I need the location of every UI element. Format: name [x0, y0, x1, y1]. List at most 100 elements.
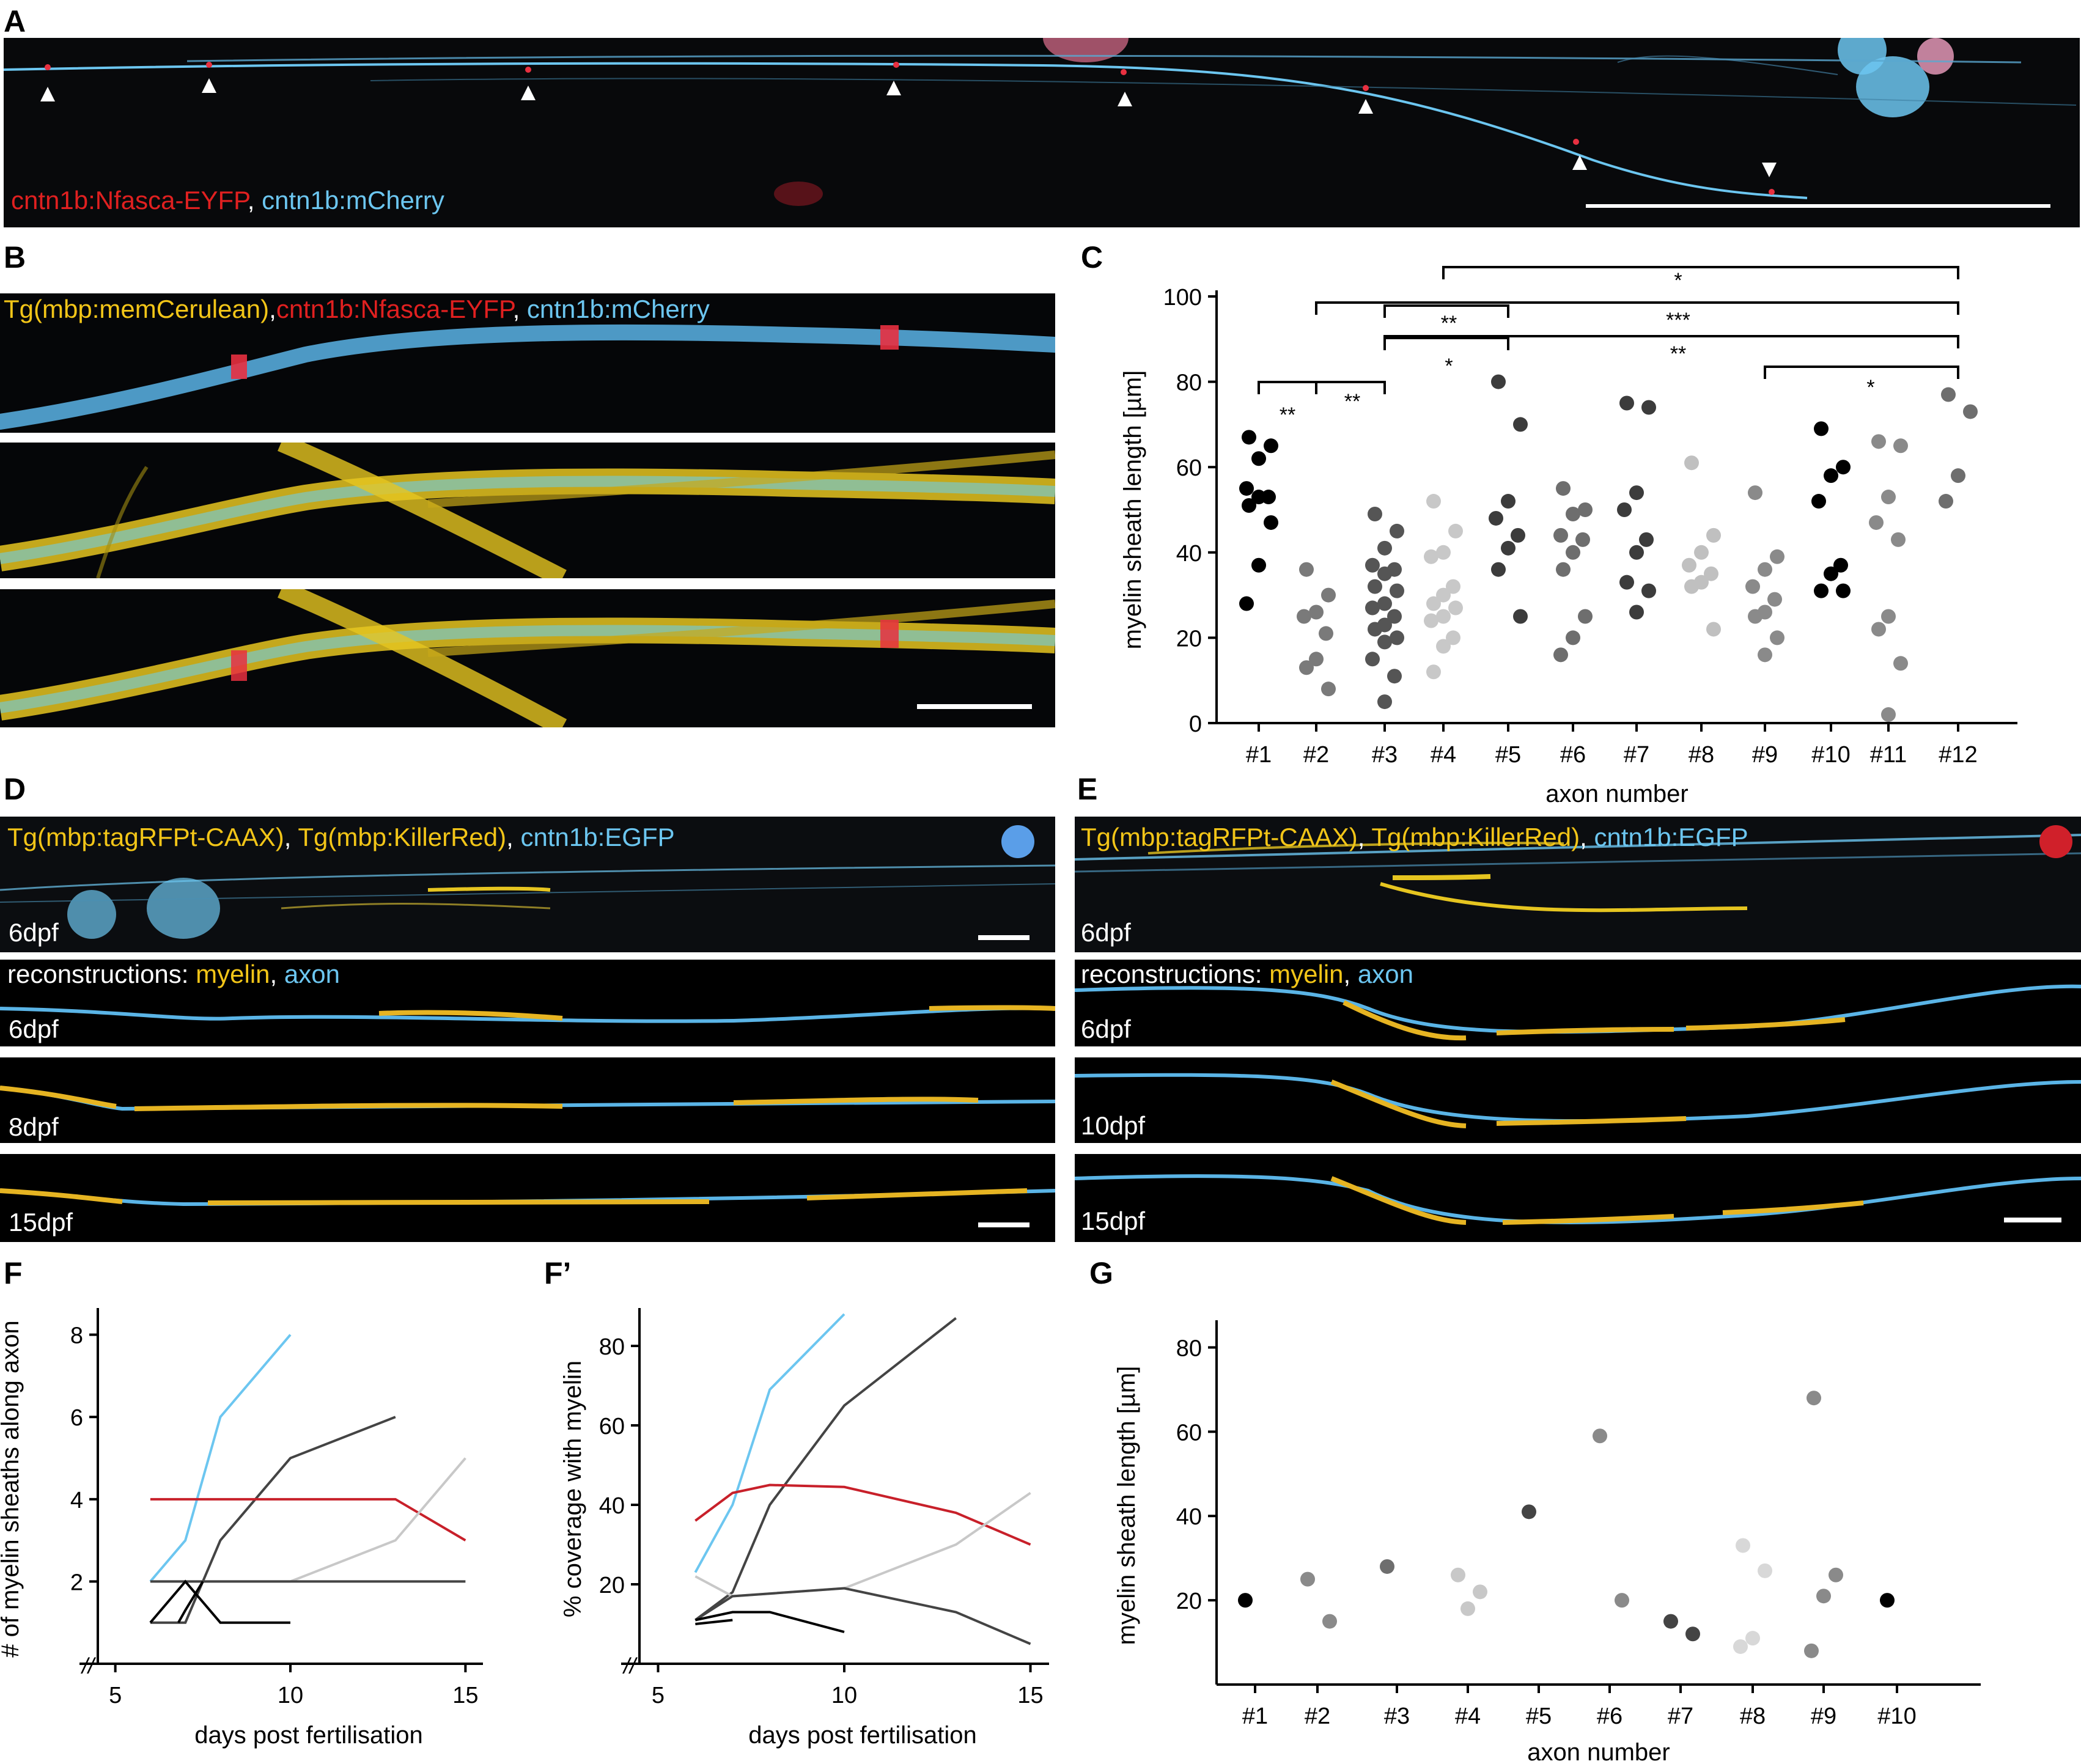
data-point-C [1261, 490, 1276, 505]
reconstruction-e-1: reconstructions: myelin, axon 6dpf [1075, 960, 2081, 1046]
y-tick-label-C: 80 [1176, 370, 1202, 396]
x-tick-label-C: #2 [1303, 742, 1329, 768]
reconstruction-e-1-drawing [1075, 984, 2081, 1041]
series-line-F2 [695, 1619, 733, 1625]
x-tick-label-G: #8 [1740, 1703, 1766, 1729]
marker-dot-blue [1001, 825, 1034, 858]
x-tick-label-G: #9 [1811, 1703, 1836, 1729]
age-label-e-2: 10dpf [1081, 1111, 1146, 1140]
significance-bracket [1764, 366, 1959, 379]
data-point-C [1321, 587, 1336, 603]
age-label-e-3: 15dpf [1081, 1207, 1146, 1235]
x-tick-label-G: #10 [1877, 1703, 1916, 1729]
series-line-F [150, 1457, 466, 1583]
data-point-C [1706, 622, 1721, 637]
data-point-C [1436, 639, 1451, 654]
x-tick-label-C: #6 [1560, 742, 1586, 768]
caption-b: Tg(mbp:memCerulean),cntn1b:Nfasca-EYFP, … [4, 295, 710, 324]
data-point-C [1641, 583, 1656, 598]
x-tick-label-C: #3 [1372, 742, 1398, 768]
series-line-F [150, 1416, 396, 1624]
caption-b-red: cntn1b:Nfasca-EYFP [276, 295, 513, 323]
significance-label: ** [1441, 312, 1457, 335]
significance-label: ** [1344, 390, 1360, 413]
data-point-C [1881, 609, 1896, 624]
x-tick-label-G: #5 [1526, 1703, 1552, 1729]
significance-label: *** [1666, 309, 1690, 332]
significance-bracket [1442, 266, 1959, 279]
data-point-C [1299, 562, 1314, 577]
panel-label-b: B [4, 240, 26, 274]
x-tick-label-F2: 15 [1017, 1683, 1043, 1708]
x-axis-label-G: axon number [1527, 1739, 1670, 1764]
data-point-C [1390, 630, 1404, 645]
data-point-C [1365, 652, 1380, 667]
data-point-C [1963, 404, 1978, 419]
data-point-C [1501, 494, 1516, 509]
data-point-G [1451, 1567, 1465, 1582]
data-point-C [1619, 575, 1634, 590]
micrograph-a-drawing [4, 38, 2077, 208]
data-point-C [1377, 596, 1392, 611]
x-tick-label-F2: 5 [652, 1683, 665, 1708]
y-tick-label-C: 100 [1163, 285, 1202, 311]
data-point-C [1426, 664, 1441, 680]
micrograph-b-top: Tg(mbp:memCerulean),cntn1b:Nfasca-EYFP, … [0, 293, 1055, 433]
micrograph-e-top: Tg(mbp:tagRFPt-CAAX), Tg(mbp:KillerRed),… [1075, 817, 2081, 952]
data-point-C [1446, 579, 1460, 594]
panel-label-c: C [1081, 240, 1103, 274]
data-point-C [1239, 596, 1254, 611]
y-tick-label-F2: 60 [599, 1414, 625, 1439]
data-point-G [1460, 1601, 1475, 1616]
series-line-F2 [694, 1491, 1031, 1598]
data-point-C [1578, 609, 1593, 624]
x-tick-label-C: #5 [1495, 742, 1521, 768]
data-point-C [1629, 605, 1644, 620]
data-point-G [1663, 1614, 1678, 1629]
data-point-C [1578, 502, 1593, 517]
data-point-C [1566, 506, 1580, 521]
data-point-C [1893, 656, 1908, 671]
data-point-C [1836, 460, 1851, 475]
data-point-C [1758, 605, 1772, 620]
age-label-e-top: 6dpf [1081, 918, 1131, 947]
data-point-G [1829, 1567, 1843, 1582]
series-line-F2 [694, 1611, 845, 1633]
data-point-C [1365, 600, 1380, 616]
series-line-F [150, 1498, 466, 1542]
recon-legend-e-sep: , [1343, 960, 1358, 988]
micrograph-b-middle [0, 443, 1055, 578]
data-point-C [1553, 527, 1568, 543]
data-point-C [1299, 660, 1314, 675]
caption-e-sep2: , [1580, 823, 1594, 851]
y-tick-label-C: 60 [1176, 455, 1202, 481]
data-point-C [1424, 549, 1438, 564]
data-point-C [1833, 557, 1848, 573]
recon-legend-d: reconstructions: myelin, axon [7, 960, 340, 989]
y-tick-label-F2: 40 [599, 1493, 625, 1519]
data-point-C [1321, 682, 1336, 697]
micrograph-b-middle-drawing [0, 443, 1055, 578]
x-tick-label-C: #1 [1246, 742, 1272, 768]
caption-d-sep1: , [284, 823, 298, 851]
data-point-C [1629, 485, 1644, 501]
significance-bracket [1383, 304, 1509, 318]
data-point-C [1309, 652, 1324, 667]
recon-legend-d-prefix: reconstructions: [7, 960, 196, 988]
data-point-C [1881, 707, 1896, 722]
data-point-G [1322, 1614, 1337, 1629]
data-point-C [1377, 566, 1392, 581]
micrograph-d-top: Tg(mbp:tagRFPt-CAAX), Tg(mbp:KillerRed),… [0, 817, 1055, 952]
data-point-C [1641, 400, 1656, 415]
micrograph-b-bottom [0, 589, 1055, 727]
data-point-C [1390, 523, 1404, 538]
x-tick-label-C: #7 [1624, 742, 1649, 768]
age-label-d-2: 8dpf [9, 1112, 59, 1141]
panel-label-d: D [4, 772, 26, 806]
caption-e-y1: Tg(mbp:tagRFPt-CAAX) [1081, 823, 1358, 851]
x-tick-label-C: #10 [1811, 742, 1850, 768]
data-point-C [1553, 647, 1568, 663]
data-point-C [1706, 527, 1721, 543]
caption-d-cyan: cntn1b:EGFP [520, 823, 675, 851]
data-point-C [1365, 557, 1380, 573]
